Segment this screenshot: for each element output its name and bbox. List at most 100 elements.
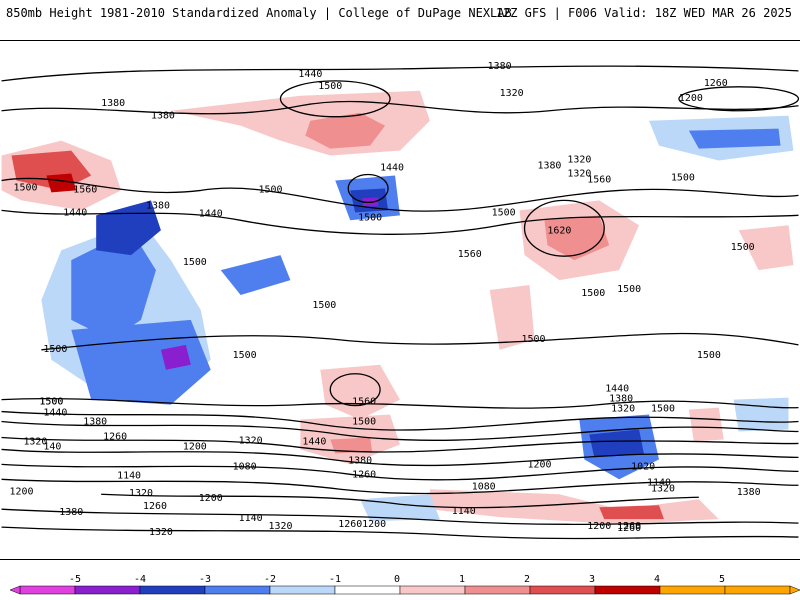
colorbar-bin (74, 585, 141, 595)
colorbar-bin (724, 585, 791, 595)
anomaly-neg-australia-core (160, 344, 191, 370)
contour-label: 1320 (239, 435, 263, 446)
anomaly-pos-siberia-dark (46, 173, 77, 193)
contour-label: 1500 (581, 288, 605, 299)
contour-1080-south (101, 493, 699, 509)
contour-label: 1380 (101, 98, 125, 109)
contour-closed-gulf-alaska-low (347, 173, 389, 204)
contour-label: 1380 (59, 507, 83, 518)
contour-1320-far-south (1, 526, 799, 540)
contour-label: 1260 (338, 519, 362, 530)
anomaly-neg-south-indian (733, 397, 789, 432)
contour-label: 1500 (39, 397, 63, 408)
contour-1380-south (1, 420, 799, 441)
contour-label: 1260 (352, 469, 376, 480)
colorbar-bin (529, 585, 596, 595)
anomaly-pos-south-pacific-core (330, 437, 373, 454)
contour-label: 1440 (199, 208, 223, 219)
contour-label: 1440 (302, 436, 326, 447)
anomaly-pos-atlantic-core (544, 215, 610, 261)
colorbar-tick-label: -4 (134, 574, 146, 585)
contour-label: 1380 (348, 455, 372, 466)
colorbar-tick-label: 4 (654, 574, 660, 585)
contour-1500-mid (1, 177, 799, 212)
colorbar-ticks: -5 -4 -3 -2 -1 0 1 2 3 4 5 (69, 574, 725, 585)
contour-label: 1200 (587, 521, 611, 532)
colorbar-tick-label: 5 (719, 574, 725, 585)
colorbar-bin (659, 585, 726, 595)
anomaly-pos-africa (738, 225, 794, 271)
anomaly-map: 1440 1500 1380 1320 1260 1200 1380 1500 … (0, 40, 800, 560)
contour-label: 1380 (488, 61, 512, 72)
contour-1260-south (1, 448, 799, 467)
colorbar-bin (334, 585, 401, 595)
contour-label: 1320 (567, 155, 591, 166)
contour-label: 1320 (149, 527, 173, 538)
contour-label: 1500 (183, 257, 207, 268)
contour-label: 1500 (233, 350, 257, 361)
colorbar-tick-label: 2 (524, 574, 530, 585)
colorbar-bin (269, 585, 336, 595)
height-contours (1, 65, 800, 540)
contour-label: 1380 (151, 111, 175, 122)
contour-label: 1320 (129, 488, 153, 499)
contour-label: 1500 (697, 350, 721, 361)
colorbar-tick-label: 0 (394, 574, 400, 585)
contour-label: 1260 (103, 431, 127, 442)
colorbar-bin (19, 585, 76, 595)
contour-label: 1200 (528, 459, 552, 470)
anomaly-neg-antarctic (360, 494, 440, 522)
contour-closed-south-pacific-high (329, 373, 381, 407)
contour-label: 1080 (472, 481, 496, 492)
contour-label: 1500 (671, 172, 695, 183)
contour-labels: 1440 1500 1380 1320 1260 1200 1380 1500 … (10, 61, 761, 538)
contour-1440-south (1, 410, 799, 431)
contour-label: 1500 (522, 334, 546, 345)
anomaly-neg-australia (71, 319, 211, 405)
contour-label: 1020 (631, 461, 655, 472)
colorbar-tick-label: -1 (329, 574, 341, 585)
anomaly-pos-alaska (170, 90, 430, 156)
anomaly-pos-south-atlantic (688, 407, 724, 442)
contour-label: 1320 (567, 168, 591, 179)
contour-label: 1560 (73, 184, 97, 195)
contour-label: 1140 (647, 477, 671, 488)
anomaly-pos-south-pacific (320, 364, 400, 420)
contour-1140-south (1, 478, 799, 495)
contour-label: 1200 (362, 519, 386, 530)
colorbar-tick-label: 3 (589, 574, 595, 585)
colorbar-min-arrow (9, 585, 21, 595)
contour-label: 1500 (617, 284, 641, 295)
contour-1320-south (1, 436, 799, 453)
contour-label: 1440 (63, 207, 87, 218)
contour-label: 140 (43, 441, 61, 452)
anomaly-pos-antarctic-core (599, 505, 664, 520)
contour-label: 1620 (547, 225, 571, 236)
contour-1560-mid (1, 209, 799, 235)
contour-label: 1380 (609, 394, 633, 405)
map-title: 850mb Height 1981-2010 Standardized Anom… (6, 6, 512, 20)
contour-label: 1320 (651, 483, 675, 494)
model-run-info: 12Z GFS | F006 Valid: 18Z WED MAR 26 202… (495, 6, 792, 20)
contour-label: 1560 (458, 249, 482, 260)
contour-label: 1440 (380, 163, 404, 174)
contour-closed-alaska-high (279, 80, 391, 118)
contour-1500-south (1, 397, 799, 409)
contour-label: 1500 (318, 81, 342, 92)
contour-label: 1080 (233, 461, 257, 472)
contour-label: 1200 (679, 93, 703, 104)
contour-1440-north (1, 100, 799, 115)
anomaly-pos-alaska-core (305, 112, 386, 149)
contour-closed-atlantic-high (523, 199, 605, 257)
contour-1500-tropics (41, 332, 799, 351)
contour-1260-far-south (1, 508, 799, 525)
contour-label: 1560 (587, 174, 611, 185)
colorbar-tick-label: 1 (459, 574, 465, 585)
anomaly-neg-north-atlantic-core (688, 128, 781, 149)
contour-label: 1140 (452, 506, 476, 517)
contour-label: 1380 (537, 161, 561, 172)
colorbar-bin (139, 585, 206, 595)
colorbar-tick-label: -2 (264, 574, 276, 585)
anomaly-pos-south-america (489, 285, 535, 350)
contour-label: 1200 (199, 493, 223, 504)
